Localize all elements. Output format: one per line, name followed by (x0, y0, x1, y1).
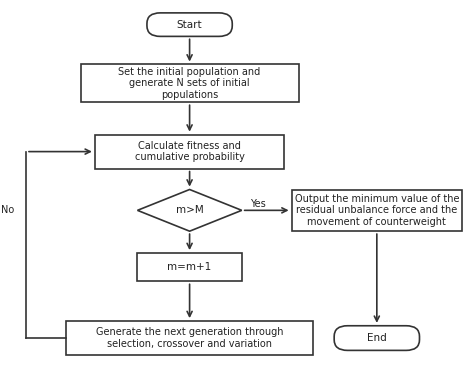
Text: m>M: m>M (176, 205, 203, 215)
Text: Yes: Yes (250, 199, 266, 208)
Text: End: End (367, 333, 387, 343)
Text: Generate the next generation through
selection, crossover and variation: Generate the next generation through sel… (96, 327, 283, 349)
Bar (292, 190, 462, 231)
Bar (137, 253, 242, 281)
Bar (66, 321, 313, 355)
Text: Set the initial population and
generate N sets of initial
populations: Set the initial population and generate … (118, 67, 261, 100)
Polygon shape (137, 190, 242, 231)
Text: Start: Start (177, 20, 202, 30)
Text: Calculate fitness and
cumulative probability: Calculate fitness and cumulative probabi… (135, 141, 245, 162)
Text: No: No (1, 205, 14, 215)
Bar (95, 135, 284, 169)
Bar (81, 64, 299, 102)
FancyBboxPatch shape (334, 326, 419, 350)
Text: m=m+1: m=m+1 (167, 262, 212, 272)
FancyBboxPatch shape (147, 13, 232, 36)
Text: Output the minimum value of the
residual unbalance force and the
movement of cou: Output the minimum value of the residual… (294, 194, 459, 227)
